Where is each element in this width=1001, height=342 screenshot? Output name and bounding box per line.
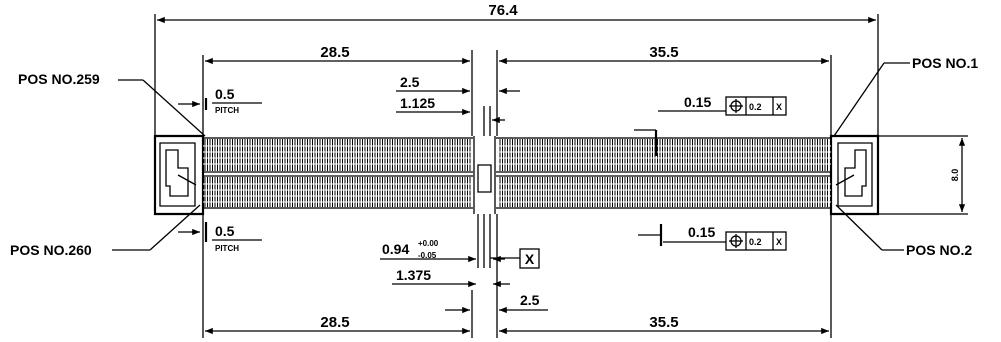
top-tolerance-zone: 0.2 <box>749 102 762 112</box>
pos-1-callout: POS NO.1 <box>833 55 978 137</box>
bottom-position-tolerance: 0.15 0.2 X <box>638 224 787 251</box>
top-pitch-label: 0.5 <box>215 86 235 102</box>
slot-tol-plus: +0.00 <box>418 239 439 248</box>
pos-2-label: POS NO.2 <box>906 242 972 258</box>
pos-1-label: POS NO.1 <box>912 55 978 71</box>
bottom-center-offset-dimensions: 1.375 2.5 <box>392 267 548 314</box>
connector-body <box>153 134 880 216</box>
pos-2-callout: POS NO.2 <box>835 204 972 258</box>
top-tolerance-value: 0.15 <box>684 94 711 110</box>
top-position-tolerance: 0.15 0.2 X <box>634 94 787 156</box>
top-pitch-unit-label: PITCH <box>215 106 239 115</box>
bottom-center-offset-alt-label: 1.375 <box>396 267 431 283</box>
top-right-span-label: 35.5 <box>649 44 678 61</box>
bottom-pitch-label: 0.5 <box>215 223 235 239</box>
bottom-tolerance-zone: 0.2 <box>749 237 762 247</box>
bottom-right-span-label: 35.5 <box>649 314 678 331</box>
bottom-tolerance-datum: X <box>776 237 782 247</box>
datum-x-box <box>519 248 540 269</box>
slot-tol-minus: -0.05 <box>418 251 437 260</box>
datum-x-label: X <box>525 251 535 267</box>
contact-pins <box>203 139 831 207</box>
height-label: 8.0 <box>950 169 960 182</box>
top-center-offset-label: 2.5 <box>400 74 420 90</box>
top-pitch-dimension: 0.5 PITCH <box>178 86 262 115</box>
top-tolerance-datum: X <box>776 102 782 112</box>
bottom-center-offset-label: 2.5 <box>520 292 540 308</box>
bottom-left-span-label: 28.5 <box>320 314 349 331</box>
top-left-span-label: 28.5 <box>320 44 349 61</box>
slot-width-dimension: 0.94 +0.00 -0.05 X <box>380 214 540 269</box>
pos-260-callout: POS NO.260 <box>10 204 201 258</box>
slot-width-label: 0.94 <box>382 241 409 257</box>
bottom-tolerance-value: 0.15 <box>688 224 715 240</box>
pos-259-label: POS NO.259 <box>18 71 100 87</box>
top-center-offset-dimensions: 2.5 1.125 <box>396 74 520 136</box>
bottom-pitch-unit-label: PITCH <box>215 244 239 253</box>
overall-length-label: 76.4 <box>488 2 518 19</box>
bottom-span-dimensions: 28.5 35.5 <box>202 214 832 338</box>
overall-length-dimension: 76.4 <box>154 2 879 136</box>
top-span-dimensions: 28.5 35.5 <box>202 44 832 136</box>
pos-260-label: POS NO.260 <box>10 242 92 258</box>
bottom-pitch-dimension: 0.5 PITCH <box>178 222 262 253</box>
pos-259-callout: POS NO.259 <box>18 71 206 137</box>
height-dimension: 8.0 <box>866 135 968 215</box>
top-center-offset-alt-label: 1.125 <box>400 95 435 111</box>
